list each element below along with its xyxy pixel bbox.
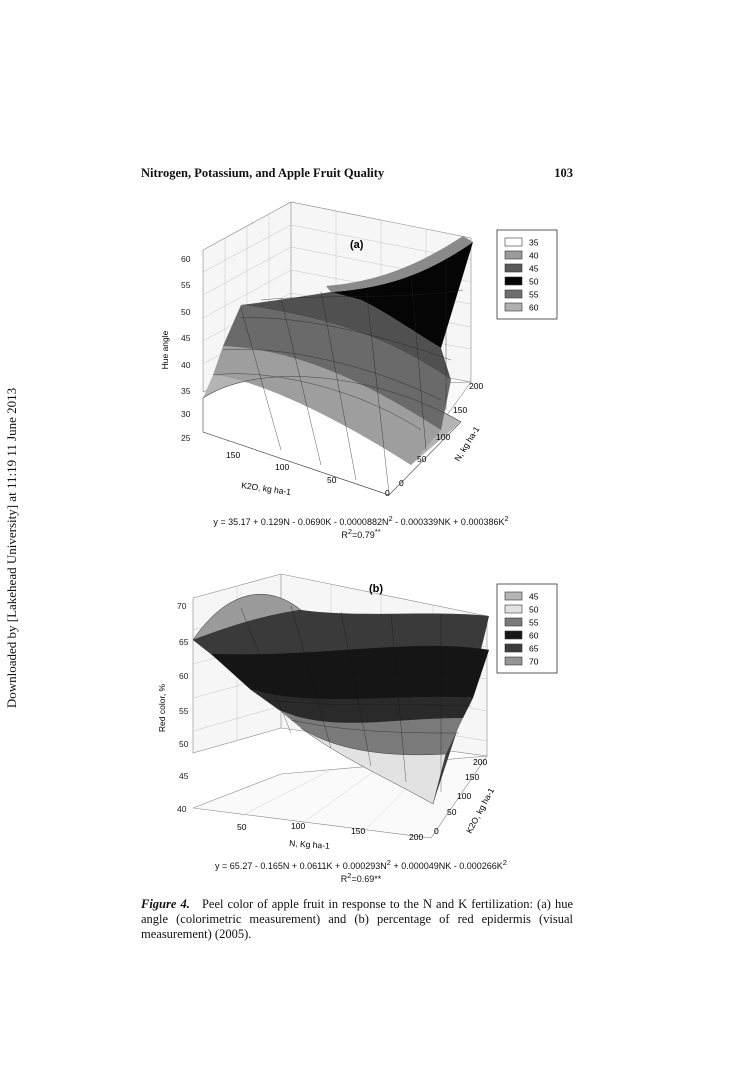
x-tick: 150: [226, 450, 240, 460]
z-tick: 45: [179, 771, 189, 781]
download-notice: Downloaded by [Lakehead University] at 1…: [2, 374, 22, 722]
chart-a-mesh: [202, 258, 464, 494]
download-notice-text: Downloaded by [Lakehead University] at 1…: [4, 387, 19, 709]
legend-label: 65: [529, 644, 539, 654]
z-tick: 40: [181, 360, 191, 370]
chart-b-svg: 40 45 50 55 60 65 70 Red color, % 50 100…: [157, 573, 558, 851]
running-title: Nitrogen, Potassium, and Apple Fruit Qua…: [141, 166, 385, 180]
chart-b-band-60b: [251, 690, 473, 723]
legend-swatch: [504, 250, 523, 260]
legend-swatch: [504, 302, 523, 312]
chart-b-panel-label: (b): [369, 583, 383, 595]
y-tick: 50: [417, 454, 427, 464]
legend-label: 35: [529, 238, 539, 248]
legend-swatch: [504, 289, 523, 299]
chart-a-y-ticks: 0 50 100 150 200: [399, 381, 483, 488]
legend-swatch: [504, 630, 523, 640]
legend-swatch: [504, 617, 523, 627]
z-tick: 30: [181, 409, 191, 419]
legend-swatch: [504, 656, 523, 666]
x-tick: 100: [275, 462, 289, 472]
legend-swatch: [504, 643, 523, 653]
figure-a: 60 55 50 45 40 35 30 25 Hue angle 150 10…: [141, 200, 581, 505]
chart-a-z-label: Hue angle: [160, 330, 170, 369]
y-tick: 150: [453, 405, 467, 415]
chart-a-z-ticks: 60 55 50 45 40 35 30 25: [181, 254, 191, 443]
caption-label: Figure 4.: [141, 897, 190, 911]
chart-b-legend: 45 50 55 60 65 70: [496, 583, 558, 674]
x-tick: 50: [327, 475, 337, 485]
y-tick: 200: [469, 381, 483, 391]
z-tick: 55: [181, 280, 191, 290]
y-tick: 0: [434, 826, 439, 836]
legend-label: 55: [529, 618, 539, 628]
z-tick: 45: [181, 333, 191, 343]
x-tick: 200: [409, 832, 423, 842]
legend-label: 40: [529, 251, 539, 261]
y-tick: 100: [457, 791, 471, 801]
z-tick: 65: [179, 637, 189, 647]
legend-label: 45: [529, 264, 539, 274]
legend-label: 45: [529, 592, 539, 602]
x-tick: 0: [385, 488, 390, 498]
legend-label: 50: [529, 605, 539, 615]
z-tick: 60: [179, 671, 189, 681]
chart-a-band-55b: [241, 292, 451, 380]
legend-label: 60: [529, 631, 539, 641]
figure-caption: Figure 4. Peel color of apple fruit in r…: [141, 897, 573, 942]
z-tick: 50: [181, 307, 191, 317]
legend-swatch: [504, 237, 523, 247]
chart-a-x-label: K2O, kg ha-1: [241, 480, 292, 497]
z-tick: 40: [177, 804, 187, 814]
chart-a-svg: 60 55 50 45 40 35 30 25 Hue angle 150 10…: [160, 201, 558, 498]
x-tick: 50: [237, 822, 247, 832]
chart-b-mesh: [210, 605, 490, 792]
legend-label: 70: [529, 657, 539, 667]
z-tick: 50: [179, 739, 189, 749]
legend-swatch: [504, 276, 523, 286]
z-tick: 70: [177, 601, 187, 611]
chart-b-y-ticks: 0 50 100 150 200: [434, 757, 487, 836]
chart-a-legend: 35 40 45 50 55 60: [496, 229, 558, 320]
z-tick: 55: [179, 706, 189, 716]
chart-a-panel-label: (a): [350, 239, 364, 251]
y-tick: 150: [465, 772, 479, 782]
z-tick: 35: [181, 386, 191, 396]
legend-swatch: [504, 263, 523, 273]
chart-b-band-60: [211, 646, 489, 700]
caption-text: Peel color of apple fruit in response to…: [141, 897, 573, 941]
chart-a-y-label: N, kg ha-1: [452, 424, 481, 463]
chart-b-z-ticks: 40 45 50 55 60 65 70: [177, 601, 189, 814]
chart-b-x-ticks: 50 100 150 200: [237, 821, 423, 842]
chart-a-band-50: [223, 305, 451, 430]
y-tick: 100: [436, 432, 450, 442]
chart-b-band-55: [279, 710, 463, 755]
chart-a-band-55: [331, 242, 473, 348]
figure-b: 40 45 50 55 60 65 70 Red color, % 50 100…: [141, 568, 581, 858]
z-tick: 60: [181, 254, 191, 264]
y-tick: 50: [447, 807, 457, 817]
y-tick: 200: [473, 757, 487, 767]
page-header: Nitrogen, Potassium, and Apple Fruit Qua…: [141, 166, 573, 181]
equation-a: y = 35.17 + 0.129N - 0.0690K - 0.0000882…: [213, 514, 509, 540]
legend-label: 60: [529, 303, 539, 313]
z-tick: 25: [181, 433, 191, 443]
chart-b-x-label: N, Kg ha-1: [289, 838, 331, 851]
legend-swatch: [504, 591, 523, 601]
legend-swatch: [504, 604, 523, 614]
legend-label: 50: [529, 277, 539, 287]
chart-b-band-50: [300, 727, 447, 805]
chart-b-z-label: Red color, %: [157, 683, 167, 732]
chart-a-band-60: [326, 236, 473, 292]
y-tick: 0: [399, 478, 404, 488]
legend-label: 55: [529, 290, 539, 300]
equation-b: y = 65.27 - 0.165N + 0.0611K + 0.000293N…: [215, 858, 507, 884]
chart-b-band-70: [192, 594, 302, 641]
page-number: 103: [554, 166, 573, 180]
x-tick: 150: [351, 826, 365, 836]
x-tick: 100: [291, 821, 305, 831]
chart-a-x-ticks: 150 100 50 0: [226, 450, 390, 498]
